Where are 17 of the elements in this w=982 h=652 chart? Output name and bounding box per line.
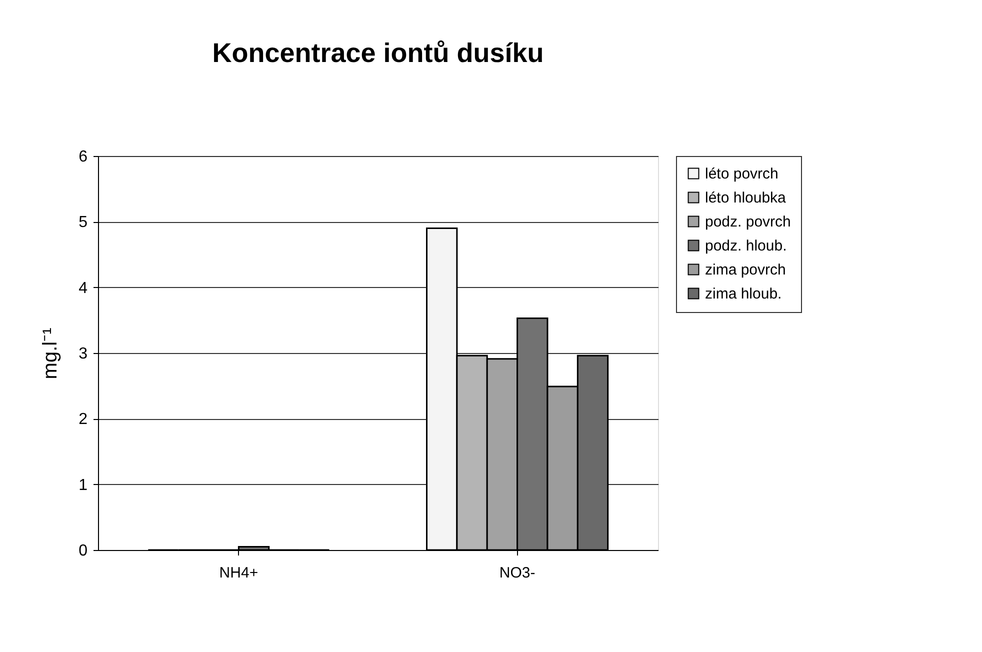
chart-title: Koncentrace iontů dusíku bbox=[212, 38, 544, 68]
y-tick-label: 2 bbox=[78, 411, 88, 428]
legend-label: podz. povrch bbox=[705, 214, 791, 230]
x-tick-label: NH4+ bbox=[219, 564, 258, 582]
y-tick-label: 0 bbox=[78, 542, 88, 560]
x-tick-label: NO3- bbox=[499, 564, 536, 582]
legend-label: zima hloub. bbox=[705, 286, 782, 302]
y-tick-label: 4 bbox=[78, 280, 88, 297]
legend-label: zima povrch bbox=[705, 262, 786, 278]
legend-label: léto povrch bbox=[705, 166, 778, 182]
legend-label: léto hloubka bbox=[705, 190, 787, 206]
y-axis-title: mg.l⁻¹ bbox=[40, 327, 62, 380]
y-tick-label: 3 bbox=[78, 346, 88, 362]
y-tick-label: 5 bbox=[78, 214, 88, 232]
y-tick-label: 6 bbox=[78, 148, 88, 166]
y-tick-label: 1 bbox=[78, 476, 88, 494]
legend-label: podz. hloub. bbox=[705, 238, 787, 254]
